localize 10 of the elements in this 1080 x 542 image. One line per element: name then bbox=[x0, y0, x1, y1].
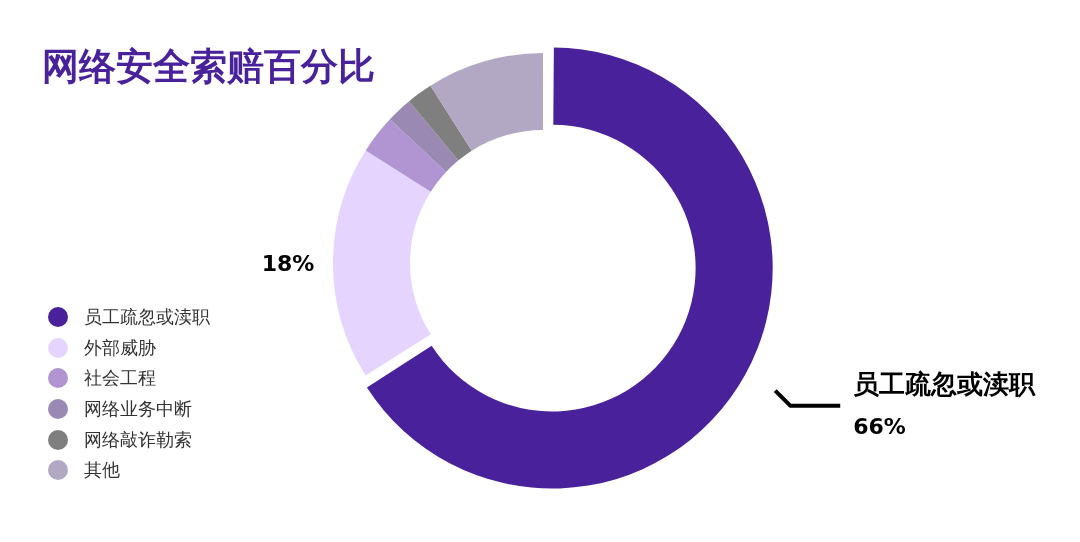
legend-label: 员工疏忽或渎职 bbox=[84, 306, 210, 329]
legend-label: 网络敲诈勒索 bbox=[84, 428, 192, 451]
text: 员工疏忽或渎职 bbox=[853, 369, 1037, 400]
chart-title: 网络安全索赔百分比 bbox=[42, 45, 375, 88]
legend-label: 网络业务中断 bbox=[84, 398, 192, 421]
legend-label: 其他 bbox=[84, 459, 120, 482]
legend-label: 外部威胁 bbox=[84, 336, 156, 359]
legend-label: 社会工程 bbox=[84, 367, 156, 390]
data-label: 18% bbox=[261, 250, 315, 276]
data-label: 66% bbox=[853, 414, 906, 440]
